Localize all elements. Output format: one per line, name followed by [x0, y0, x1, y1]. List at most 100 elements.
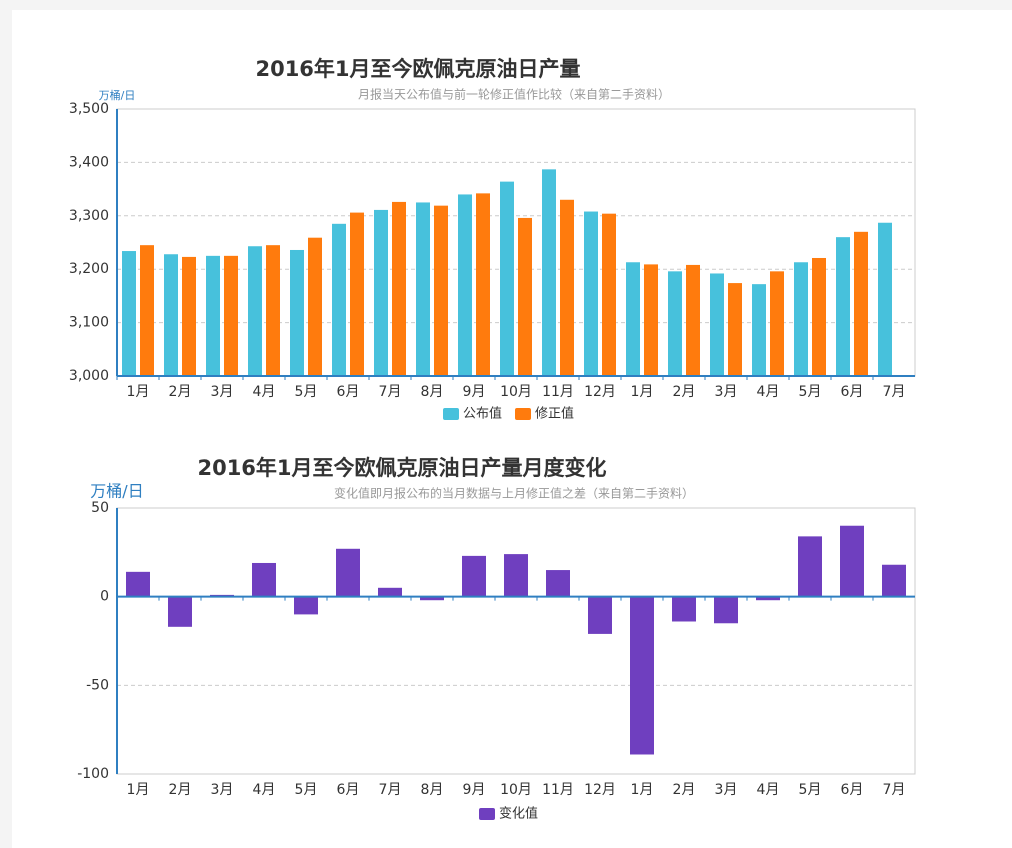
bar [500, 181, 514, 376]
x-tick-label: 6月 [337, 384, 360, 400]
x-tick-label: 6月 [337, 782, 360, 798]
card [12, 10, 1012, 848]
x-tick-label: 7月 [379, 782, 402, 798]
bar [420, 596, 444, 601]
x-tick-label: 5月 [799, 384, 822, 400]
x-tick-label: 11月 [542, 384, 574, 400]
y-tick-label: 3,200 [69, 261, 109, 277]
x-tick-label: 8月 [421, 782, 444, 798]
bar [770, 271, 784, 376]
bar [182, 256, 196, 376]
bar [798, 536, 822, 597]
x-tick-label: 4月 [757, 782, 780, 798]
bar [140, 245, 154, 376]
bar [266, 245, 280, 376]
bar [350, 212, 364, 376]
y-tick-label: 3,100 [69, 315, 109, 331]
y-tick-label: 3,500 [69, 101, 109, 117]
x-tick-label: 7月 [379, 384, 402, 400]
bar [518, 217, 532, 376]
bar [672, 596, 696, 622]
x-tick-label: 1月 [631, 782, 654, 798]
bar [560, 199, 574, 376]
bar [710, 273, 724, 376]
y-axis-label: 万桶/日 [99, 88, 136, 102]
bar [840, 525, 864, 597]
x-tick-label: 6月 [841, 782, 864, 798]
bar [294, 596, 318, 615]
bar [168, 596, 192, 627]
bar [686, 264, 700, 376]
x-tick-label: 10月 [500, 384, 532, 400]
bar [252, 562, 276, 597]
bar [836, 237, 850, 376]
x-tick-label: 6月 [841, 384, 864, 400]
y-axis-label: 万桶/日 [90, 482, 143, 501]
bar [336, 548, 360, 597]
y-tick-label: 3,400 [69, 154, 109, 170]
bar [542, 169, 556, 376]
bar [290, 249, 304, 376]
x-tick-label: 3月 [715, 782, 738, 798]
y-tick-label: 0 [100, 589, 109, 605]
bar [308, 237, 322, 376]
bar [248, 246, 262, 376]
chart-subtitle: 月报当天公布值与前一轮修正值作比较（来自第二手资料） [358, 87, 670, 102]
legend-label: 公布值 [463, 406, 502, 422]
bar [546, 570, 570, 597]
bar [626, 262, 640, 376]
chart-subtitle: 变化值即月报公布的当月数据与上月修正值之差（来自第二手资料） [334, 486, 694, 501]
bar [374, 209, 388, 376]
legend-swatch [443, 408, 459, 420]
x-tick-label: 12月 [584, 384, 616, 400]
x-tick-label: 2月 [169, 782, 192, 798]
bar [602, 213, 616, 376]
bar [224, 255, 238, 376]
bar [588, 596, 612, 634]
bar [854, 231, 868, 376]
bar [462, 555, 486, 597]
bar [812, 257, 826, 376]
bar [378, 587, 402, 597]
x-tick-label: 12月 [584, 782, 616, 798]
x-tick-label: 5月 [799, 782, 822, 798]
x-tick-label: 2月 [169, 384, 192, 400]
x-tick-label: 4月 [253, 384, 276, 400]
legend-label: 变化值 [499, 806, 538, 822]
y-tick-label: -100 [77, 766, 109, 782]
bar [644, 264, 658, 376]
x-tick-label: 4月 [253, 782, 276, 798]
bar [416, 202, 430, 376]
x-tick-label: 3月 [715, 384, 738, 400]
x-tick-label: 11月 [542, 782, 574, 798]
bar [668, 271, 682, 376]
x-tick-label: 7月 [883, 384, 906, 400]
bar [752, 284, 766, 376]
bar [206, 255, 220, 376]
x-tick-label: 10月 [500, 782, 532, 798]
legend-swatch [515, 408, 531, 420]
x-tick-label: 1月 [631, 384, 654, 400]
x-tick-label: 2月 [673, 384, 696, 400]
bar [332, 223, 346, 376]
x-tick-label: 5月 [295, 782, 318, 798]
y-tick-label: -50 [86, 677, 109, 693]
bar [164, 254, 178, 376]
bar [504, 554, 528, 597]
x-tick-label: 8月 [421, 384, 444, 400]
bar [434, 205, 448, 376]
bar [458, 194, 472, 376]
legend-label: 修正值 [535, 406, 574, 422]
legend-swatch [479, 808, 495, 820]
x-tick-label: 3月 [211, 782, 234, 798]
chart-title: 2016年1月至今欧佩克原油日产量月度变化 [197, 456, 606, 480]
chart-title: 2016年1月至今欧佩克原油日产量 [255, 57, 580, 81]
x-tick-label: 4月 [757, 384, 780, 400]
x-tick-label: 9月 [463, 384, 486, 400]
x-tick-label: 3月 [211, 384, 234, 400]
bar [630, 596, 654, 755]
bar [392, 201, 406, 376]
x-tick-label: 1月 [127, 782, 150, 798]
bar [584, 211, 598, 376]
